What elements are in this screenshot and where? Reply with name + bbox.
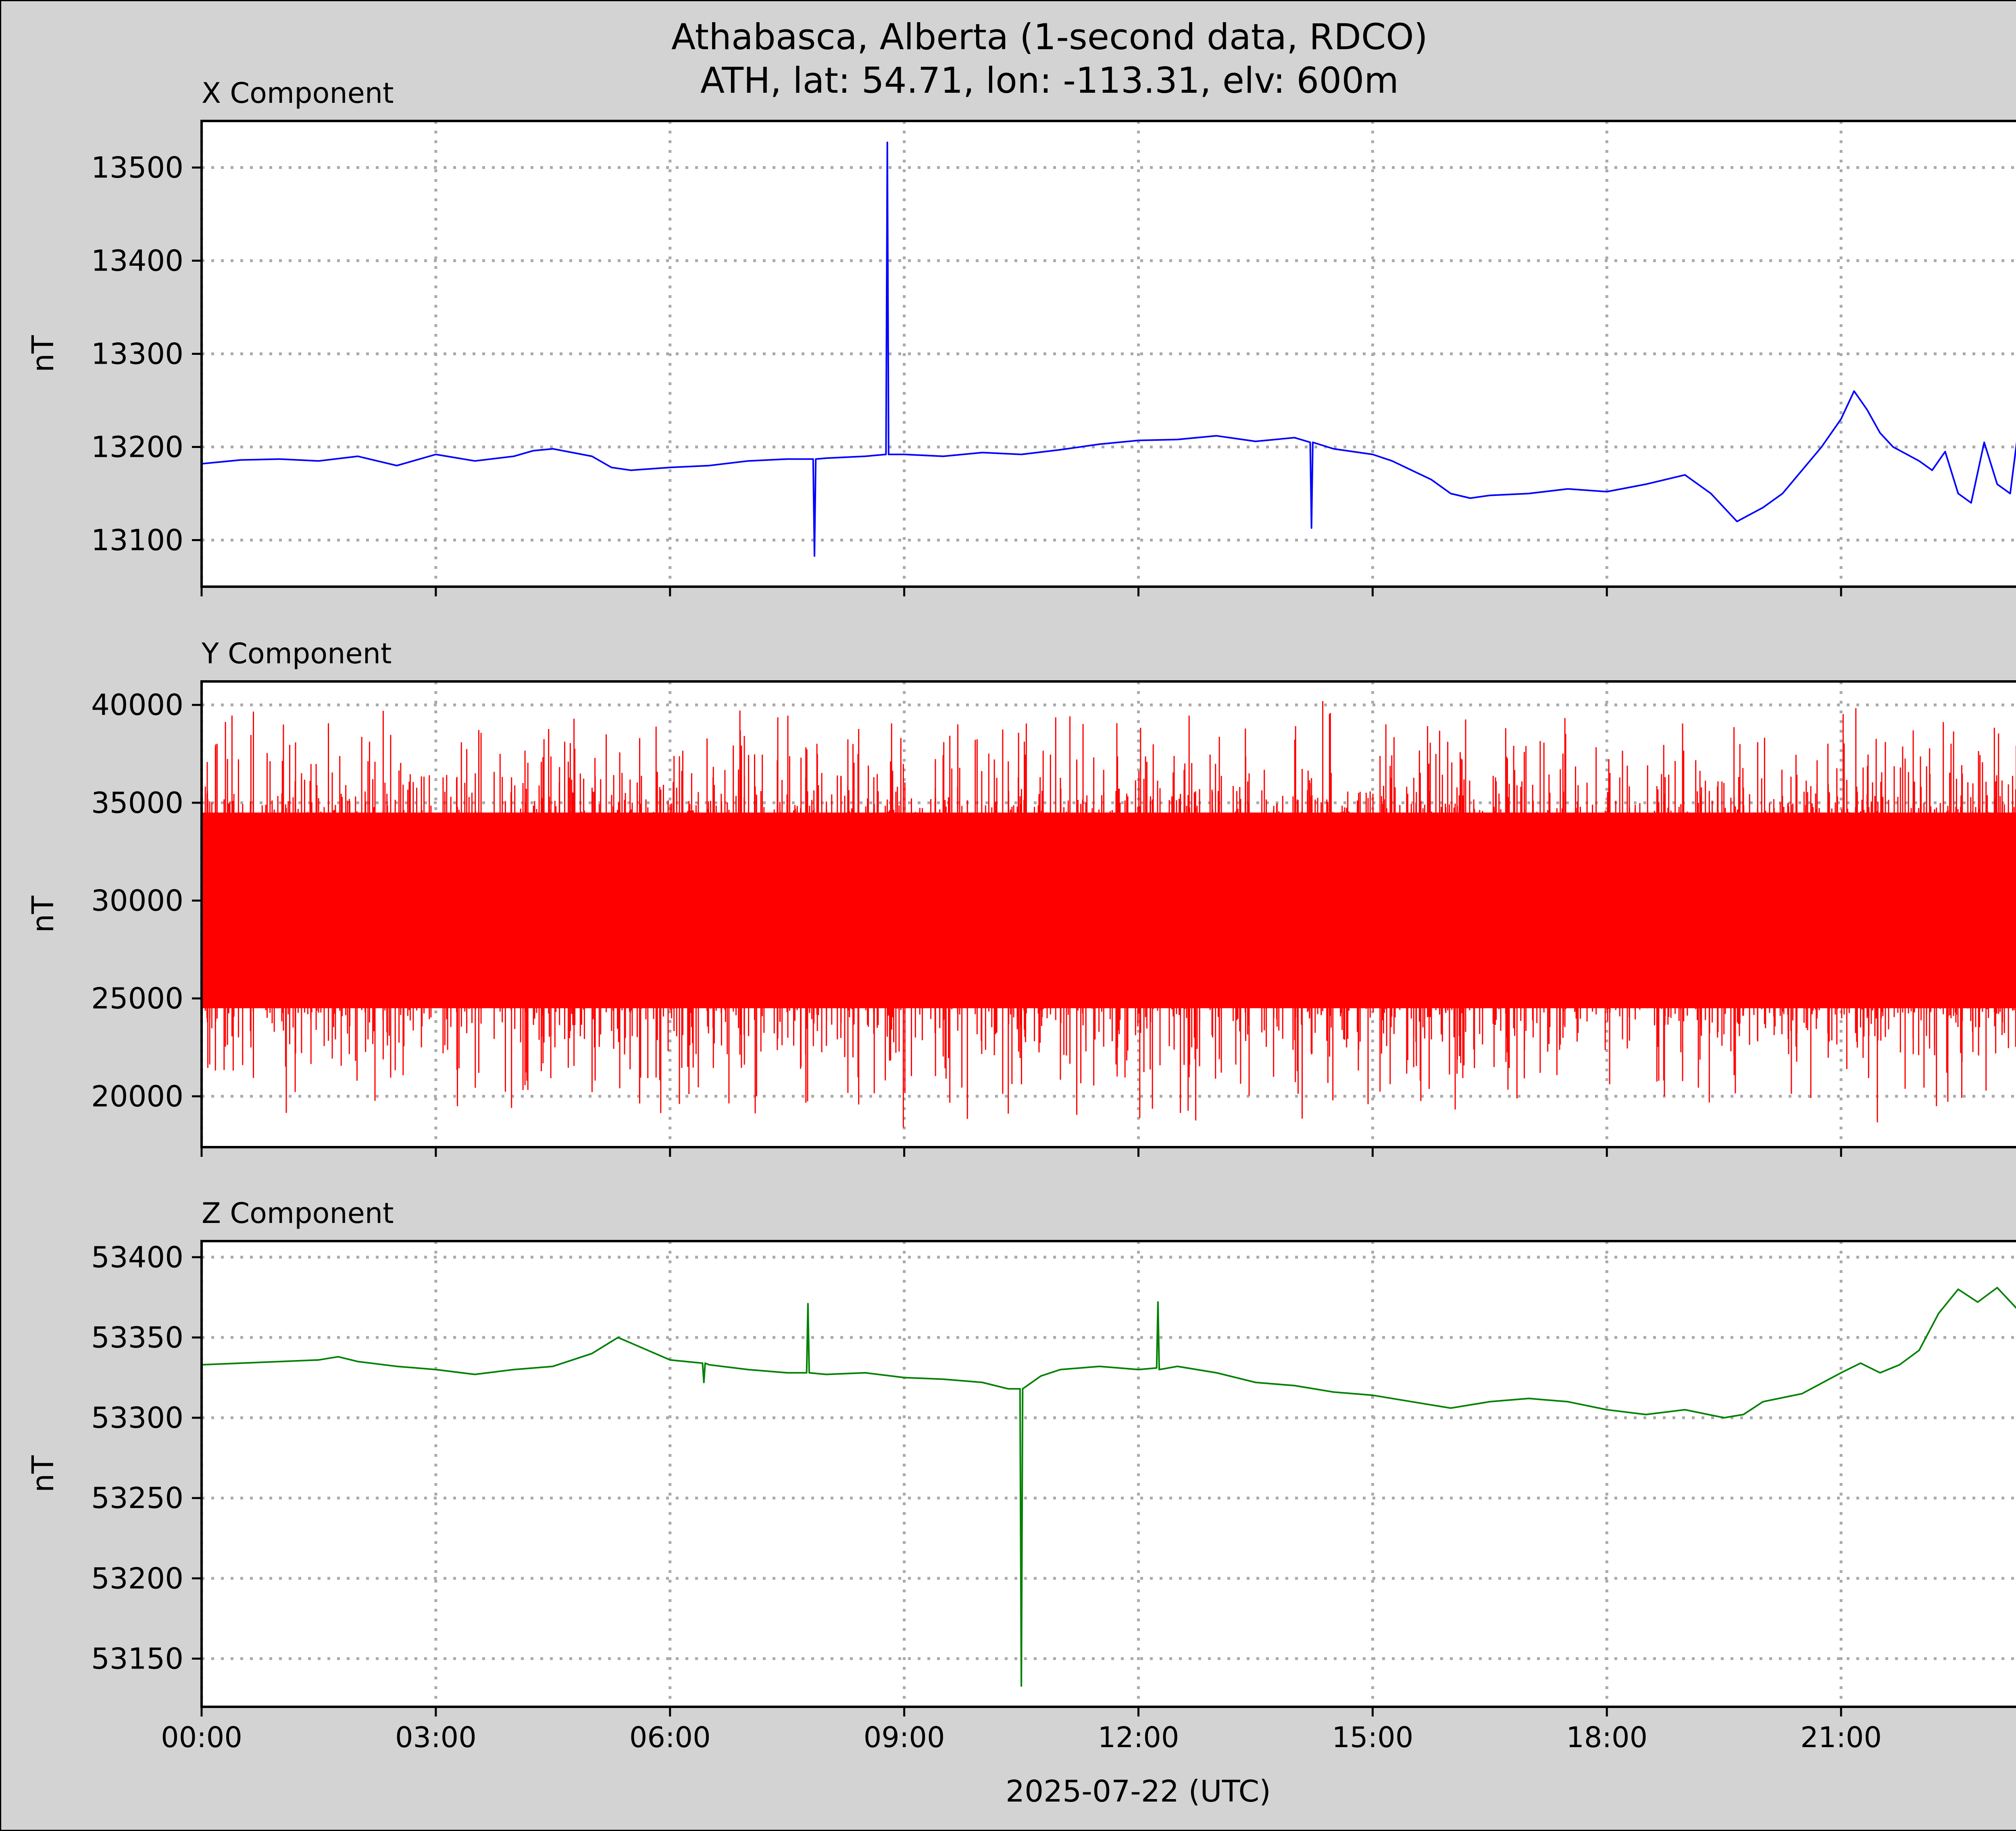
figure-title-line1: Athabasca, Alberta (1-second data, RDCO) bbox=[671, 16, 1428, 58]
axes-frame bbox=[200, 120, 2016, 588]
y-tick-label: 30000 bbox=[91, 884, 183, 918]
y-tick-label: 53400 bbox=[91, 1240, 183, 1274]
y-tick-label: 53200 bbox=[91, 1561, 183, 1595]
panel-3: 00:00 03:00 06:00 09:00 12:00 15:00 18:00 21:00… bbox=[26, 1197, 2016, 1754]
series-line bbox=[201, 1287, 2016, 1687]
y-tick-label: 20000 bbox=[91, 1079, 183, 1113]
y-tick-label: 13200 bbox=[91, 430, 183, 464]
x-tick-label: 03:00 bbox=[395, 1721, 477, 1754]
x-tick-label: 12:00 bbox=[1098, 1721, 1179, 1754]
x-tick-label: 09:00 bbox=[864, 1721, 945, 1754]
y-tick-label: 53150 bbox=[91, 1642, 183, 1676]
y-tick-label: 53350 bbox=[91, 1321, 183, 1354]
x-axis-label: 2025-07-22 (UTC) bbox=[1006, 1774, 1271, 1809]
figure-title-line2: ATH, lat: 54.71, lon: -113.31, elv: 600m bbox=[700, 60, 1399, 101]
panel-title: Y Component bbox=[201, 637, 392, 670]
panel-1: 13100 13200 13300 13400 13500 X Component nT bbox=[26, 77, 2016, 596]
y-axis-label: nT bbox=[26, 335, 60, 373]
y-tick-label: 13500 bbox=[91, 151, 183, 185]
series-line bbox=[201, 142, 2016, 557]
panel-title: X Component bbox=[202, 77, 394, 110]
noise-band bbox=[202, 812, 2016, 1008]
y-tick-label: 13400 bbox=[91, 244, 183, 278]
y-tick-label: 13100 bbox=[91, 523, 183, 557]
axes-frame bbox=[200, 680, 2016, 1148]
panel-title: Z Component bbox=[202, 1197, 394, 1230]
y-tick-label: 53250 bbox=[91, 1481, 183, 1515]
x-tick-label: 15:00 bbox=[1332, 1721, 1414, 1754]
axes-frame bbox=[200, 1240, 2016, 1708]
y-tick-label: 53300 bbox=[91, 1401, 183, 1435]
y-tick-label: 40000 bbox=[91, 688, 183, 722]
y-axis-label: nT bbox=[26, 1455, 60, 1493]
x-tick-label: 00:00 bbox=[161, 1721, 242, 1754]
plot-area bbox=[202, 1241, 2016, 1707]
y-tick-label: 13300 bbox=[91, 337, 183, 371]
x-tick-label: 21:00 bbox=[1800, 1721, 1882, 1754]
y-tick-label: 35000 bbox=[91, 786, 183, 820]
x-tick-label: 18:00 bbox=[1566, 1721, 1647, 1754]
series-line bbox=[201, 701, 2016, 1128]
y-tick-label: 25000 bbox=[91, 981, 183, 1015]
x-tick-label: 06:00 bbox=[629, 1721, 711, 1754]
y-axis-label: nT bbox=[26, 896, 60, 933]
panel-2: 20000 25000 30000 35000 40000 Y Component nT bbox=[26, 637, 2016, 1157]
